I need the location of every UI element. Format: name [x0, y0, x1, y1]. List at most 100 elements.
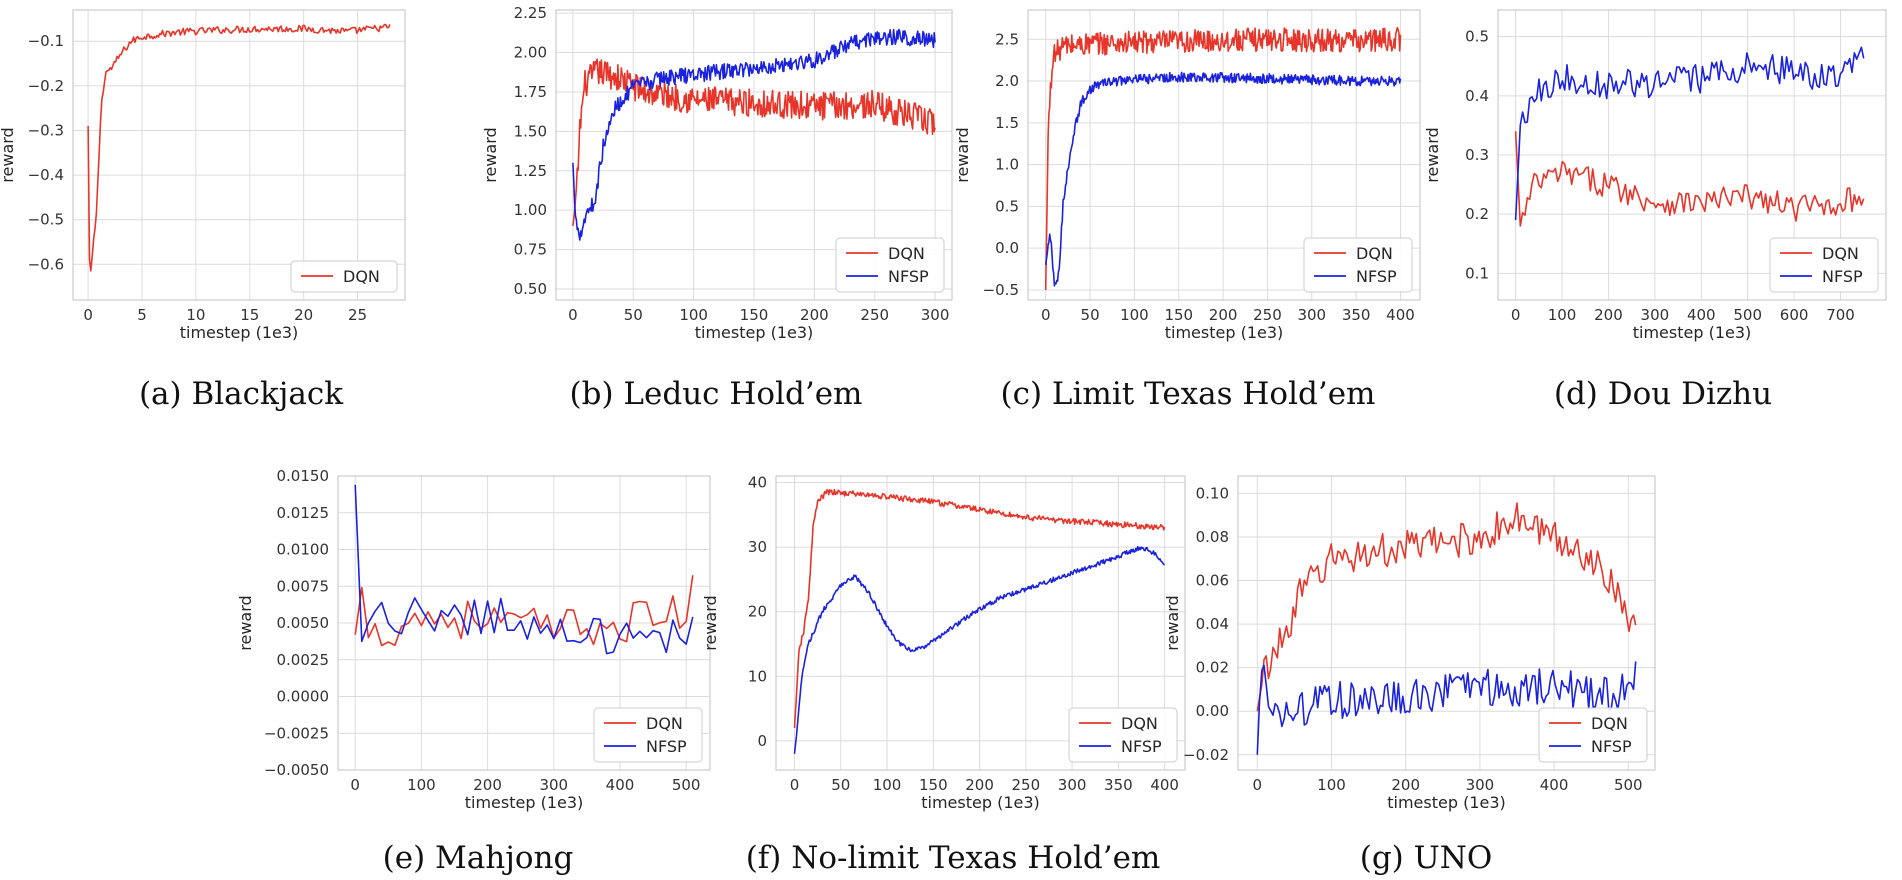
x-axis-label: timestep (1e3) — [1165, 323, 1284, 342]
x-tick-label: 0 — [83, 306, 93, 324]
legend-label: DQN — [1121, 714, 1158, 733]
x-tick-label: 300 — [1641, 306, 1670, 324]
plot-frame — [1237, 475, 1656, 771]
y-tick-label: 0.0075 — [277, 577, 330, 595]
y-tick-label: 2.00 — [514, 44, 547, 62]
legend-label: DQN — [646, 714, 683, 733]
chart-panel: 0 50 100 150 200 250 300 350 400 0 10 20 30 40 timeste… — [701, 473, 1186, 812]
caption-blackjack: (a) Blackjack — [139, 376, 343, 412]
legend-label: NFSP — [1356, 267, 1397, 286]
caption-mahjong: (e) Mahjong — [383, 840, 574, 876]
y-tick-label: 1.25 — [514, 162, 547, 180]
x-tick-label: 150 — [740, 306, 769, 324]
series-line-dqn — [354, 575, 694, 647]
x-tick-label: 300 — [921, 306, 950, 324]
y-axis-label: reward — [481, 127, 500, 182]
plot-frame — [1497, 9, 1887, 301]
x-tick-label: 0 — [1253, 776, 1263, 794]
x-tick-label: 0 — [790, 776, 800, 794]
chart-panel: 0 50 100 150 200 250 300 350 400 −0.5 0.0 0.5 1.0 1.5… — [953, 9, 1421, 342]
x-tick-label: 350 — [1342, 306, 1371, 324]
y-tick-label: 1.75 — [514, 83, 547, 101]
y-tick-label: −0.1 — [28, 32, 64, 50]
x-tick-label: 100 — [679, 306, 708, 324]
plot-frame — [337, 475, 711, 771]
x-tick-label: 250 — [860, 306, 889, 324]
x-tick-label: 400 — [606, 776, 635, 794]
legend-box — [1303, 237, 1413, 293]
legend-label: DQN — [343, 267, 380, 286]
series-line-dqn — [1514, 131, 1865, 227]
x-tick-label: 100 — [873, 776, 902, 794]
x-tick-label: 0 — [568, 306, 578, 324]
legend-label: DQN — [1356, 244, 1393, 263]
legend-box — [1068, 707, 1178, 763]
series-line-nfsp — [572, 28, 936, 241]
x-tick-label: 250 — [1253, 306, 1282, 324]
legend-box — [1538, 707, 1648, 763]
x-tick-label: 0 — [1511, 306, 1521, 324]
x-tick-label: 300 — [1466, 776, 1495, 794]
x-tick-label: 400 — [1150, 776, 1179, 794]
x-tick-label: 0 — [350, 776, 360, 794]
x-tick-label: 200 — [1594, 306, 1623, 324]
y-tick-label: 0.0150 — [277, 467, 330, 485]
y-tick-label: 1.50 — [514, 122, 547, 140]
legend-box — [1769, 237, 1879, 293]
x-tick-label: 5 — [137, 306, 147, 324]
y-tick-label: 2.0 — [995, 72, 1019, 90]
y-tick-label: −0.0025 — [264, 724, 329, 742]
y-tick-label: −0.3 — [28, 121, 64, 139]
x-axis-label: timestep (1e3) — [1387, 793, 1506, 812]
x-tick-label: 10 — [186, 306, 205, 324]
x-tick-label: 400 — [1386, 306, 1415, 324]
legend-box — [835, 237, 945, 293]
series-line-nfsp — [354, 484, 694, 655]
x-tick-label: 350 — [1104, 776, 1133, 794]
y-tick-label: 0.0125 — [277, 504, 330, 522]
y-tick-label: 0.1 — [1465, 264, 1489, 282]
y-tick-label: −0.0050 — [264, 761, 329, 779]
y-axis-label: reward — [1163, 595, 1182, 650]
y-axis-label: reward — [0, 127, 17, 182]
y-tick-label: 20 — [748, 603, 767, 621]
y-tick-label: 1.5 — [995, 114, 1019, 132]
legend-label: NFSP — [1822, 267, 1863, 286]
series-line-dqn — [1256, 502, 1637, 712]
y-axis-label: reward — [236, 595, 255, 650]
y-tick-label: 0.3 — [1465, 146, 1489, 164]
x-tick-label: 100 — [1317, 776, 1346, 794]
y-tick-label: 30 — [748, 538, 767, 556]
plot-frame — [775, 475, 1186, 771]
x-tick-label: 200 — [965, 776, 994, 794]
y-tick-label: 0.06 — [1196, 572, 1229, 590]
chart-panel: 0 100 200 300 400 500 −0.0050 −0.0025 0.0000 0.00… — [236, 467, 711, 812]
legend-label: NFSP — [1591, 737, 1632, 756]
x-tick-label: 25 — [348, 306, 367, 324]
x-tick-label: 500 — [1614, 776, 1643, 794]
chart-panel: 0 50 100 150 200 250 300 0.50 0.75 1.00 1.25 1.50 1.… — [481, 4, 953, 342]
caption-no-limit-texas-holdem: (f) No-limit Texas Hold’em — [746, 840, 1161, 876]
legend-label: NFSP — [888, 267, 929, 286]
y-tick-label: 0.10 — [1196, 484, 1229, 502]
x-tick-label: 200 — [1391, 776, 1420, 794]
y-axis-label: reward — [1423, 127, 1442, 182]
x-axis-label: timestep (1e3) — [921, 793, 1040, 812]
y-tick-label: 0.4 — [1465, 87, 1489, 105]
plot-frame — [72, 9, 406, 301]
x-tick-label: 100 — [1548, 306, 1577, 324]
x-tick-label: 300 — [1058, 776, 1087, 794]
y-tick-label: −0.5 — [28, 211, 64, 229]
y-tick-label: 1.0 — [995, 156, 1019, 174]
legend-box — [593, 707, 703, 763]
x-tick-label: 0 — [1041, 306, 1051, 324]
y-tick-label: 40 — [748, 473, 767, 491]
x-tick-label: 150 — [1164, 306, 1193, 324]
x-tick-label: 100 — [1120, 306, 1149, 324]
y-tick-label: −0.5 — [983, 281, 1019, 299]
y-tick-label: −0.2 — [28, 77, 64, 95]
y-axis-label: reward — [701, 595, 720, 650]
y-tick-label: 2.25 — [514, 4, 547, 22]
y-tick-label: 2.5 — [995, 30, 1019, 48]
